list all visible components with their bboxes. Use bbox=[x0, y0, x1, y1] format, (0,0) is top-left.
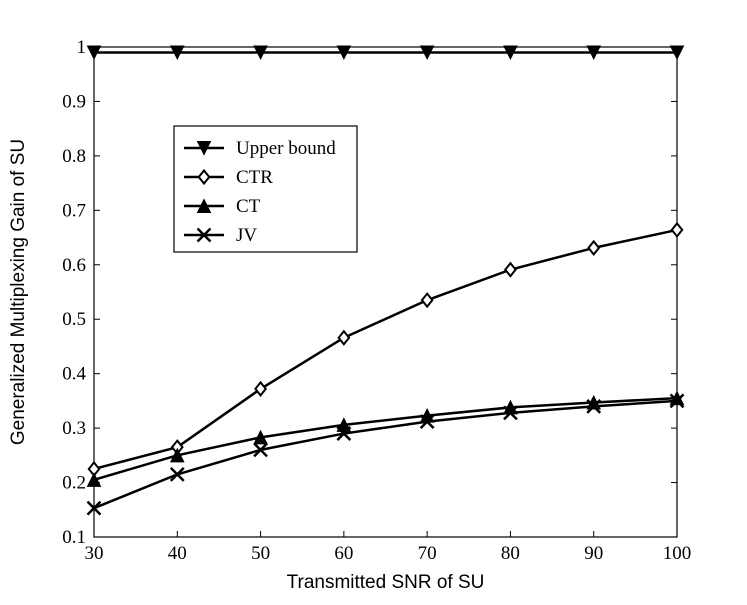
series-line-jv bbox=[93, 399, 678, 510]
data-point-upper-bound bbox=[169, 45, 185, 61]
data-point-jv bbox=[503, 405, 518, 421]
data-point-jv bbox=[169, 467, 185, 482]
series-line-ctr bbox=[93, 228, 678, 471]
y-tick-label: 0.1 bbox=[62, 527, 86, 548]
x-axis-title: Transmitted SNR of SU bbox=[287, 572, 485, 593]
legend: Upper bound CTR CT JV bbox=[173, 125, 358, 253]
legend-label-ct: CT bbox=[236, 196, 261, 217]
data-point-ct bbox=[169, 447, 185, 463]
y-tick-label: 0.5 bbox=[62, 309, 86, 330]
series-jv bbox=[86, 393, 685, 516]
y-tick-label: 0.9 bbox=[62, 91, 86, 112]
series-upper-bound bbox=[86, 45, 685, 61]
y-tick-label: 0.8 bbox=[62, 146, 86, 167]
x-tick-label: 60 bbox=[334, 543, 353, 564]
data-point-upper-bound bbox=[86, 45, 102, 61]
y-tick-label: 0.4 bbox=[62, 364, 86, 385]
data-point-upper-bound bbox=[419, 45, 435, 61]
x-tick-label: 50 bbox=[251, 543, 270, 564]
data-point-upper-bound bbox=[253, 45, 268, 61]
y-tick-label: 0.3 bbox=[62, 418, 86, 439]
y-tick-label: 0.2 bbox=[62, 473, 86, 494]
data-point-jv bbox=[253, 442, 268, 458]
data-point-ct bbox=[253, 429, 268, 445]
legend-marker-ct bbox=[196, 198, 212, 213]
data-point-jv bbox=[86, 500, 102, 516]
data-point-ctr bbox=[254, 380, 268, 398]
legend-label-jv: JV bbox=[236, 225, 257, 246]
series-line-ct bbox=[93, 396, 678, 482]
legend-marker-upper-bound bbox=[196, 141, 212, 156]
plot-area bbox=[93, 46, 678, 538]
data-point-jv bbox=[586, 398, 602, 414]
data-point-ct bbox=[336, 417, 352, 432]
data-point-ctr bbox=[420, 292, 434, 309]
data-point-ctr bbox=[670, 221, 684, 239]
data-point-ct bbox=[86, 472, 102, 487]
legend-label-ctr: CTR bbox=[236, 167, 273, 188]
data-point-jv bbox=[419, 414, 435, 429]
y-tick-label: 0.6 bbox=[62, 255, 86, 276]
data-point-jv bbox=[336, 426, 352, 441]
legend-marker-ctr bbox=[197, 168, 211, 186]
data-point-upper-bound bbox=[586, 45, 602, 61]
data-point-upper-bound bbox=[669, 45, 685, 61]
y-tick-label: 0.7 bbox=[62, 200, 86, 221]
series-layer bbox=[86, 45, 685, 516]
x-tick-label: 70 bbox=[418, 543, 437, 564]
x-tick-label: 80 bbox=[501, 543, 520, 564]
axis-ticks: 30 40 50 60 70 80 90 100 0.1 0.2 0.3 0.4 0.5 0.6 0.7 0.… bbox=[62, 37, 691, 564]
data-point-ctr bbox=[503, 261, 517, 278]
legend-label-upper-bound: Upper bound bbox=[236, 138, 336, 159]
x-tick-label: 100 bbox=[663, 543, 692, 564]
data-point-upper-bound bbox=[336, 45, 352, 61]
data-point-upper-bound bbox=[503, 45, 518, 61]
y-tick-label: 1 bbox=[77, 37, 87, 58]
data-point-ctr bbox=[337, 329, 351, 346]
data-point-ctr bbox=[587, 239, 601, 257]
data-point-jv bbox=[669, 393, 685, 409]
legend-marker-jv bbox=[196, 227, 212, 243]
x-tick-label: 90 bbox=[584, 543, 603, 564]
y-axis-title: Generalized Multiplexing Gain of SU bbox=[8, 139, 29, 445]
x-tick-label: 30 bbox=[85, 543, 104, 564]
x-tick-label: 40 bbox=[168, 543, 187, 564]
